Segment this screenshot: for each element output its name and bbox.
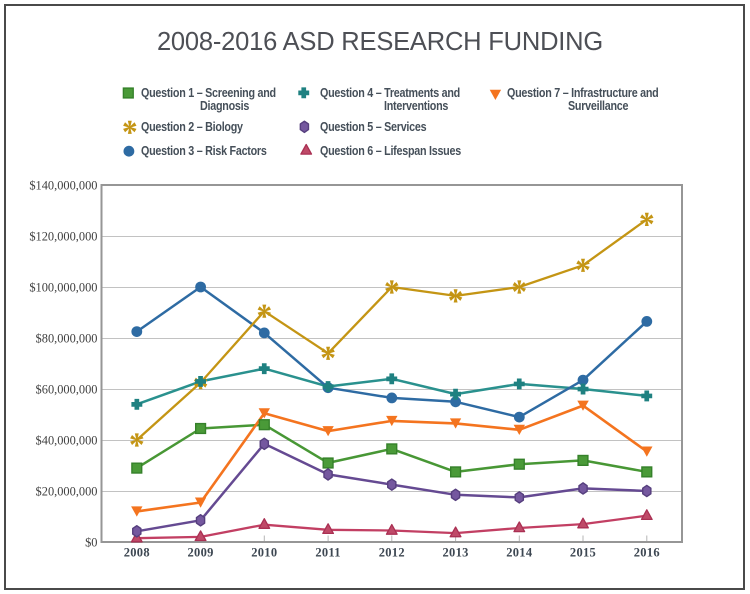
svg-text:2012: 2012 bbox=[379, 546, 405, 560]
svg-text:2009: 2009 bbox=[187, 546, 213, 560]
svg-text:$100,000,000: $100,000,000 bbox=[29, 281, 97, 295]
svg-text:$140,000,000: $140,000,000 bbox=[29, 179, 97, 193]
svg-text:2011: 2011 bbox=[315, 546, 341, 560]
svg-text:2016: 2016 bbox=[634, 546, 660, 560]
svg-text:2014: 2014 bbox=[506, 546, 533, 560]
svg-text:$20,000,000: $20,000,000 bbox=[36, 485, 98, 499]
svg-text:$80,000,000: $80,000,000 bbox=[36, 332, 98, 346]
svg-text:$120,000,000: $120,000,000 bbox=[29, 230, 97, 244]
svg-text:$40,000,000: $40,000,000 bbox=[36, 434, 98, 448]
svg-text:2015: 2015 bbox=[570, 546, 596, 560]
svg-text:2010: 2010 bbox=[251, 546, 277, 560]
svg-text:2008: 2008 bbox=[124, 546, 150, 560]
svg-text:$60,000,000: $60,000,000 bbox=[36, 383, 98, 397]
svg-text:$0: $0 bbox=[85, 536, 97, 550]
svg-text:2013: 2013 bbox=[442, 546, 468, 560]
